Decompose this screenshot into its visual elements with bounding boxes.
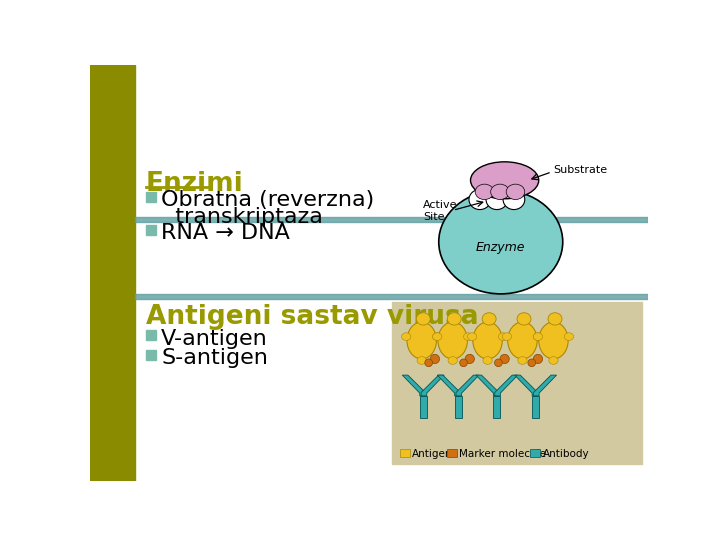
Bar — [446, 449, 456, 457]
Ellipse shape — [490, 184, 509, 200]
Circle shape — [495, 359, 503, 367]
Text: V-antigen: V-antigen — [161, 329, 268, 349]
Ellipse shape — [506, 184, 525, 200]
Ellipse shape — [467, 333, 477, 340]
Text: transkriptaza: transkriptaza — [161, 207, 323, 227]
Text: Marker molecule: Marker molecule — [459, 449, 546, 458]
Ellipse shape — [469, 190, 490, 210]
Bar — [454, 396, 462, 418]
Bar — [135, 217, 648, 222]
Circle shape — [534, 354, 543, 363]
Bar — [530, 449, 540, 457]
Bar — [145, 192, 156, 202]
Circle shape — [465, 354, 474, 363]
Bar — [145, 350, 156, 360]
Ellipse shape — [498, 333, 508, 340]
Text: S-antigen: S-antigen — [161, 348, 268, 368]
Ellipse shape — [433, 333, 442, 340]
Ellipse shape — [417, 356, 426, 365]
Circle shape — [500, 354, 509, 363]
Polygon shape — [402, 375, 426, 396]
Circle shape — [431, 354, 439, 363]
Text: Enzyme: Enzyme — [476, 241, 526, 254]
Polygon shape — [534, 375, 557, 396]
Bar — [135, 294, 648, 299]
Text: Enzimi: Enzimi — [145, 171, 243, 197]
Ellipse shape — [503, 333, 512, 340]
Ellipse shape — [508, 322, 537, 359]
Ellipse shape — [464, 333, 473, 340]
Ellipse shape — [416, 313, 431, 325]
Bar — [90, 65, 135, 481]
Ellipse shape — [549, 356, 558, 365]
Ellipse shape — [483, 356, 492, 365]
Circle shape — [425, 359, 433, 367]
Ellipse shape — [448, 356, 457, 365]
Polygon shape — [495, 375, 518, 396]
Ellipse shape — [534, 333, 543, 340]
Ellipse shape — [407, 322, 436, 359]
Ellipse shape — [438, 322, 467, 359]
Bar — [392, 302, 642, 464]
Ellipse shape — [548, 313, 562, 325]
Ellipse shape — [486, 190, 508, 210]
Ellipse shape — [473, 322, 503, 359]
Text: Antigen: Antigen — [413, 449, 453, 458]
Ellipse shape — [402, 333, 411, 340]
Text: Active
Site: Active Site — [423, 200, 458, 222]
Ellipse shape — [539, 322, 568, 359]
Ellipse shape — [438, 190, 563, 294]
Bar — [420, 396, 427, 418]
Polygon shape — [476, 375, 499, 396]
Ellipse shape — [471, 162, 539, 199]
Ellipse shape — [534, 333, 543, 340]
Bar — [145, 330, 156, 340]
Ellipse shape — [482, 313, 496, 325]
Ellipse shape — [518, 356, 527, 365]
Text: Obratna (reverzna): Obratna (reverzna) — [161, 190, 374, 210]
Text: Substrate: Substrate — [554, 165, 608, 176]
Polygon shape — [437, 375, 460, 396]
Text: RNA → DNA: RNA → DNA — [161, 224, 290, 244]
Text: Antigeni sastav virusa: Antigeni sastav virusa — [145, 303, 478, 329]
Ellipse shape — [503, 190, 525, 210]
Bar — [532, 396, 539, 418]
Polygon shape — [456, 375, 479, 396]
Polygon shape — [515, 375, 538, 396]
Text: Antibody: Antibody — [543, 449, 589, 458]
Ellipse shape — [447, 313, 462, 325]
Ellipse shape — [475, 184, 494, 200]
Bar — [493, 396, 500, 418]
Bar — [400, 449, 410, 457]
Ellipse shape — [433, 333, 442, 340]
Circle shape — [459, 359, 467, 367]
Ellipse shape — [517, 313, 531, 325]
Polygon shape — [421, 375, 444, 396]
Ellipse shape — [564, 333, 574, 340]
Bar — [145, 225, 156, 235]
Circle shape — [528, 359, 536, 367]
